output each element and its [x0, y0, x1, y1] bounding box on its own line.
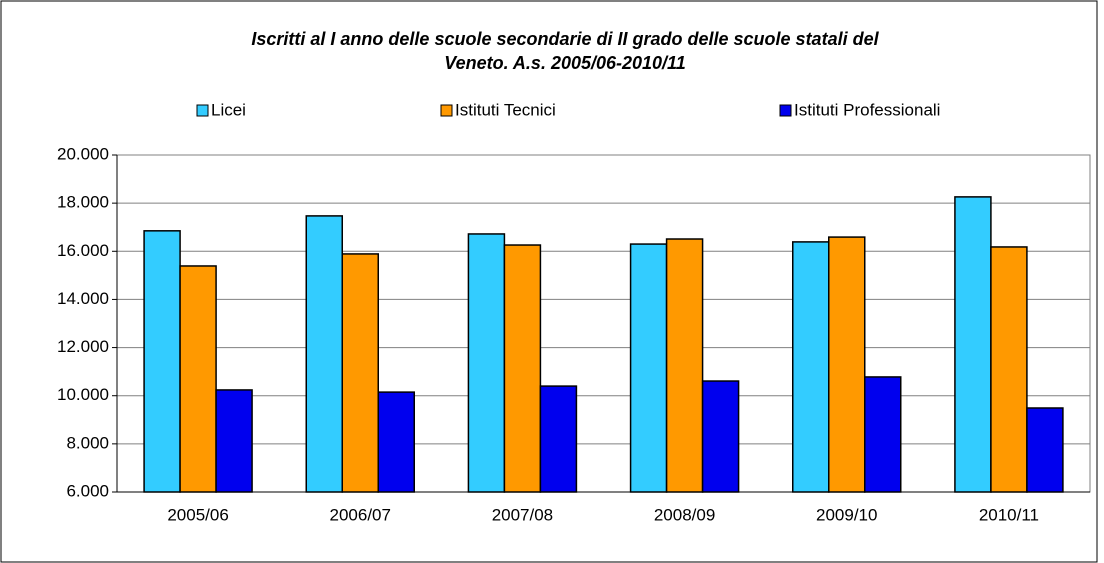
bar [503, 244, 542, 493]
bar [539, 385, 578, 493]
legend-swatch [779, 104, 792, 117]
bar [864, 376, 902, 493]
legend-label: Licei [211, 100, 246, 119]
bar [377, 391, 415, 493]
y-tick-label: 16.000 [57, 241, 109, 260]
bar [179, 265, 217, 493]
bar [1026, 407, 1064, 493]
chart-title: Iscritti al I anno delle scuole secondar… [251, 29, 879, 49]
x-tick-label: 2007/08 [492, 505, 553, 524]
y-tick-label: 6.000 [66, 481, 109, 500]
x-tick-label: 2006/07 [330, 505, 391, 524]
bar [341, 253, 379, 493]
chart-title: Veneto. A.s. 2005/06-2010/11 [444, 53, 685, 73]
y-tick-label: 12.000 [57, 337, 109, 356]
x-tick-label: 2008/09 [654, 505, 715, 524]
legend-label: Istituti Tecnici [455, 100, 556, 119]
bar [990, 246, 1028, 493]
bar [828, 236, 866, 493]
legend-label: Istituti Professionali [794, 100, 940, 119]
bar [629, 243, 668, 493]
x-tick-label: 2010/11 [979, 505, 1039, 524]
bar [954, 196, 992, 493]
plot-area [116, 154, 1091, 493]
y-tick-label: 20.000 [57, 144, 109, 163]
y-tick-label: 14.000 [57, 289, 109, 308]
x-tick-label: 2009/10 [816, 505, 877, 524]
bar [305, 215, 343, 493]
bar [215, 389, 253, 493]
bar [792, 241, 830, 493]
y-tick-label: 10.000 [57, 385, 109, 404]
bar [143, 230, 181, 493]
x-tick-label: 2005/06 [167, 505, 228, 524]
y-tick-label: 18.000 [57, 193, 109, 212]
y-tick-label: 8.000 [66, 433, 109, 452]
bar [701, 380, 740, 493]
bar [467, 233, 506, 493]
bar [665, 238, 704, 493]
legend-swatch [196, 104, 209, 117]
legend-swatch [440, 104, 453, 117]
